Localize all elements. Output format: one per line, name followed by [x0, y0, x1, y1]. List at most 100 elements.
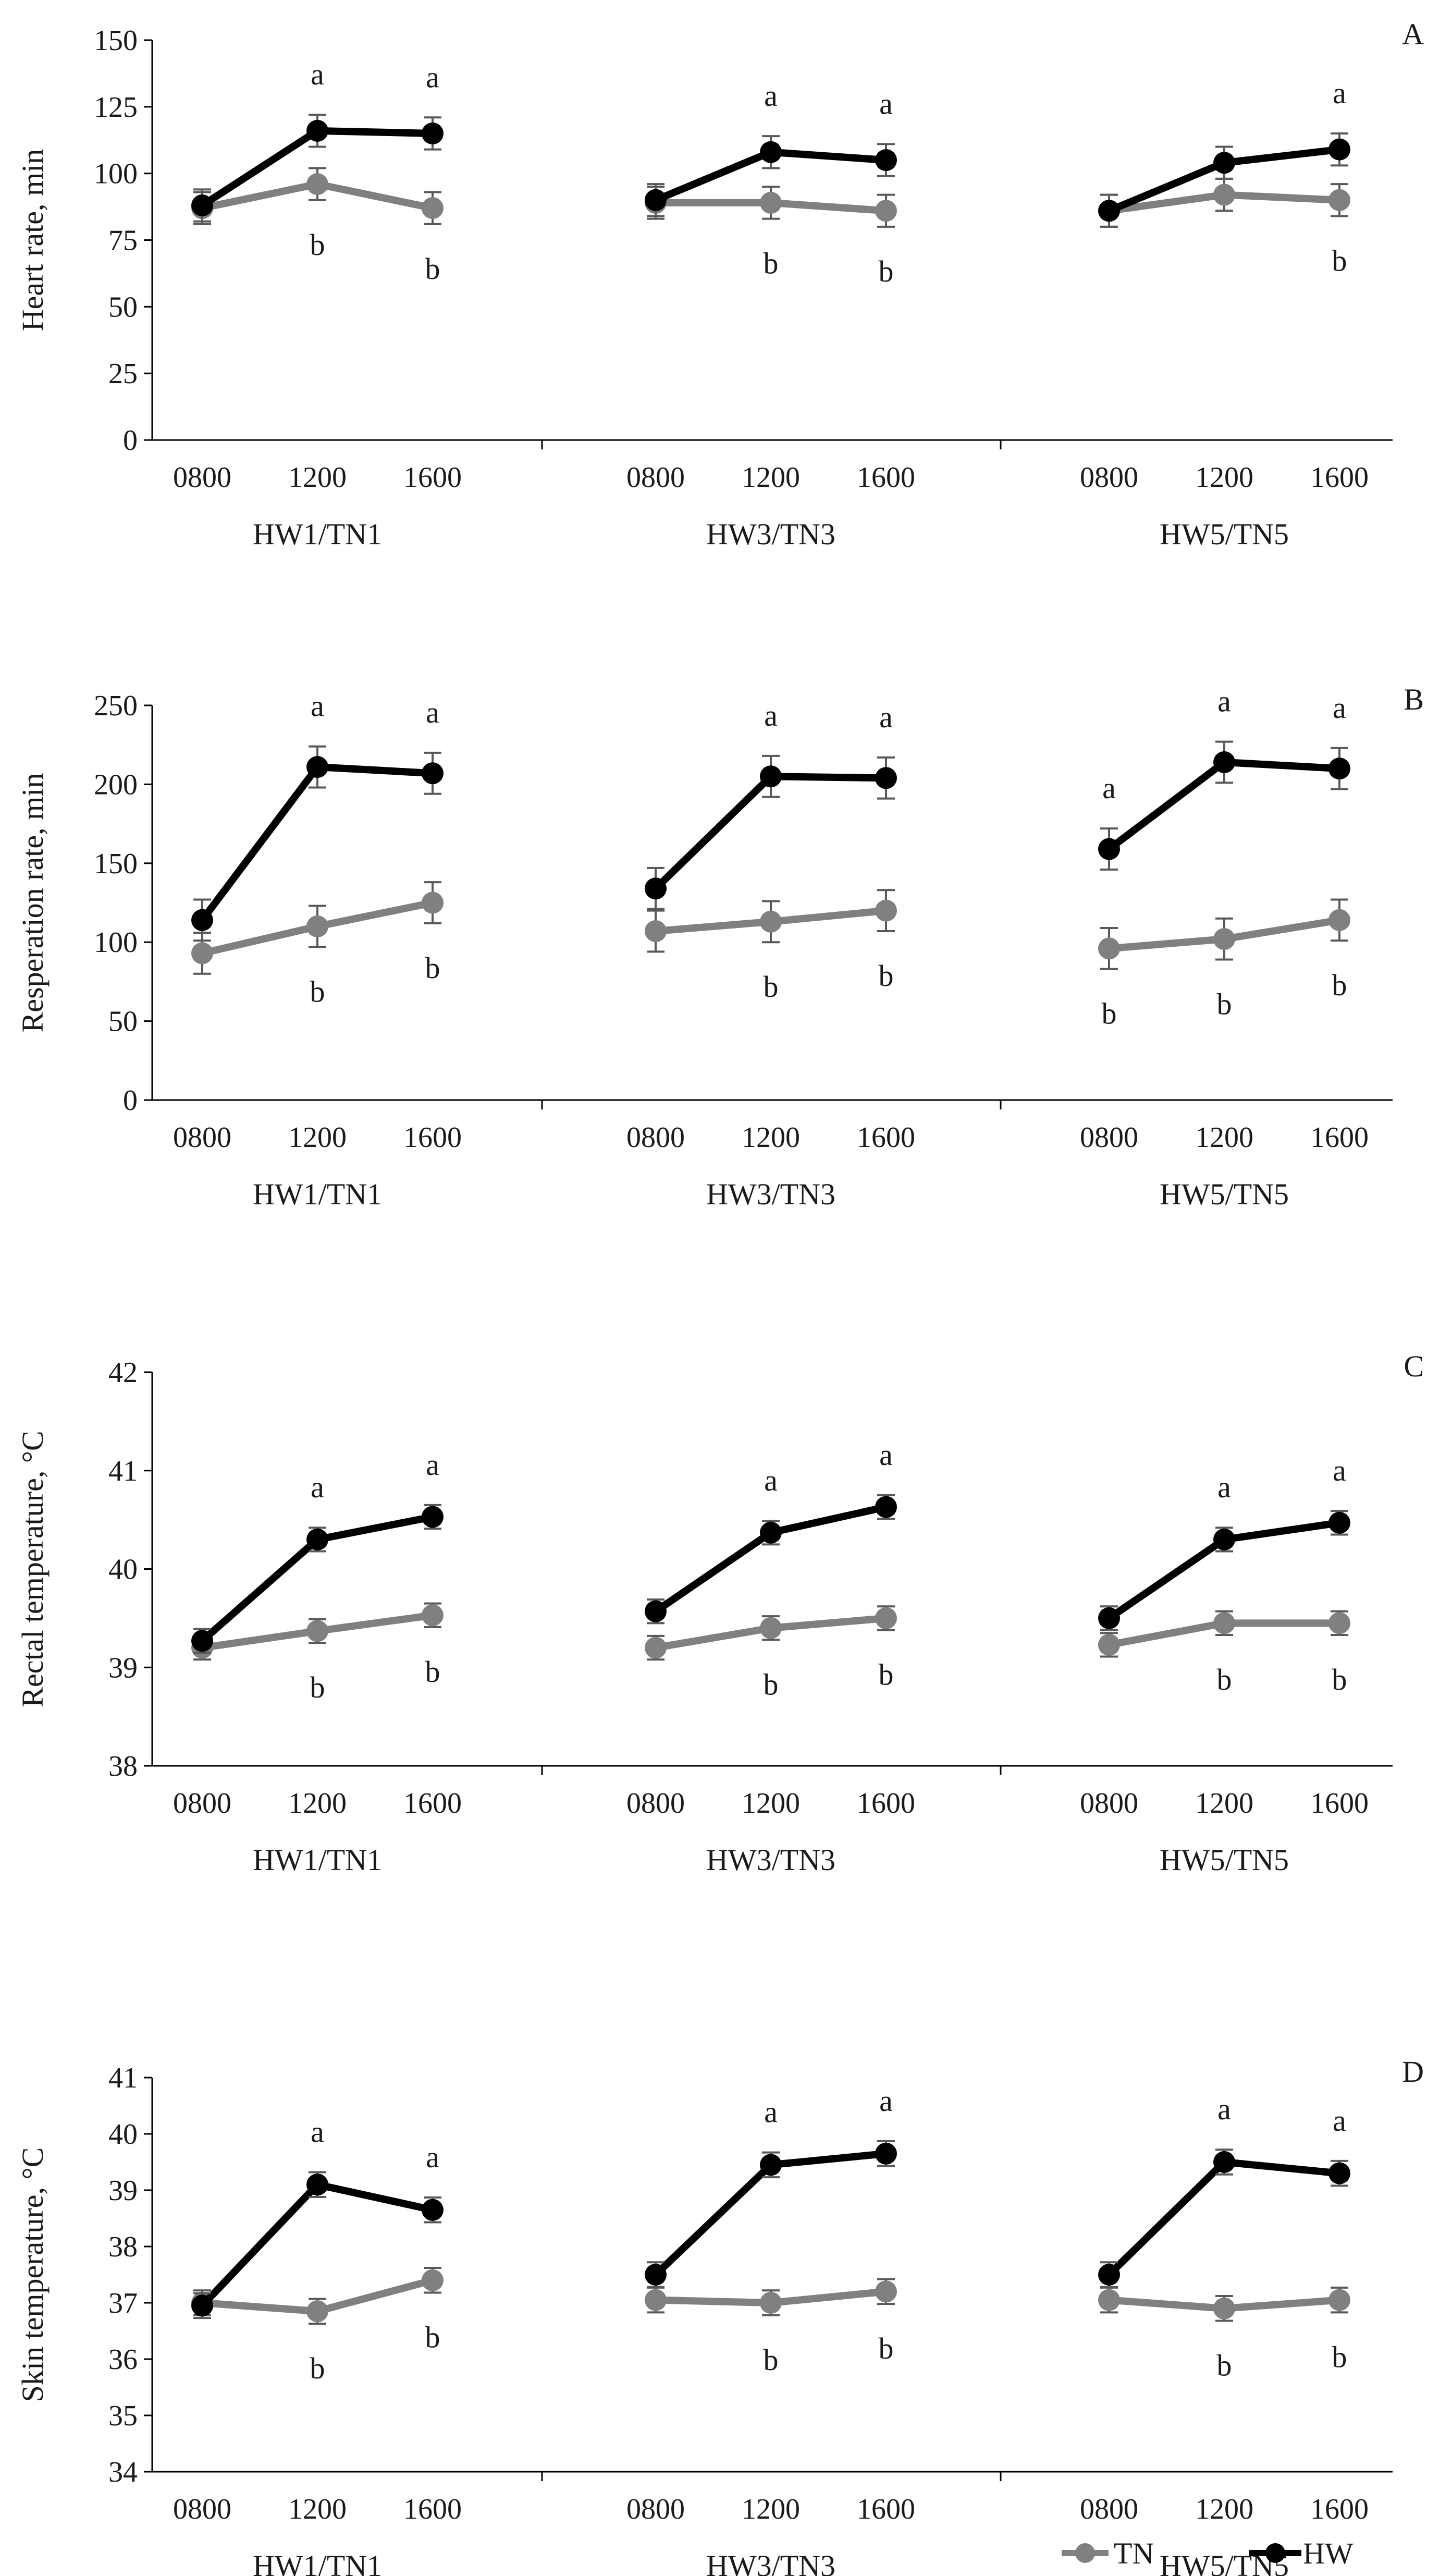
legend-tn-label: TN: [1114, 2536, 1154, 2570]
data-point-tn: [422, 892, 444, 914]
data-point-hw: [1328, 1511, 1350, 1534]
data-point-tn: [760, 191, 782, 214]
annotation-a: a: [879, 87, 893, 120]
data-point-tn: [422, 1604, 444, 1627]
data-point-hw: [1328, 758, 1350, 780]
y-axis-label: Heart rate, min: [16, 149, 50, 331]
data-point-tn: [875, 1607, 897, 1629]
panel-d: 34 35 36 37 38 39 40 41 Skin temperature, °C D 080…: [16, 2055, 1424, 2576]
data-point-hw: [760, 2154, 782, 2176]
x-tick-label: 1200: [742, 461, 800, 494]
data-point-hw: [1098, 838, 1120, 860]
annotation-a: a: [879, 1438, 893, 1472]
x-tick-label: 1600: [857, 1121, 915, 1154]
data-point-tn: [1213, 928, 1235, 950]
data-point-hw: [645, 2264, 667, 2286]
data-point-tn: [1328, 189, 1350, 211]
x-tick-label: 0800: [173, 2493, 231, 2525]
data-point-hw: [191, 909, 213, 931]
annotation-a: a: [426, 2140, 439, 2174]
panel-label: A: [1402, 17, 1424, 51]
x-tick-label: 1600: [857, 2493, 915, 2525]
data-point-hw: [191, 2294, 213, 2317]
data-point-hw: [875, 149, 897, 172]
annotation-a: a: [426, 695, 439, 729]
y-tick-label: 39: [108, 2175, 138, 2207]
annotation-a: a: [1102, 771, 1116, 805]
y-axis-label: Rectal temperature, °C: [16, 1431, 50, 1707]
legend-tn-marker: [1075, 2543, 1095, 2563]
y-tick-label: 36: [108, 2343, 138, 2376]
x-tick-label: 1200: [1195, 1121, 1253, 1154]
y-axis-label: Skin temperature, °C: [16, 2147, 50, 2402]
annotation-a: a: [1333, 1454, 1346, 1487]
y-tick-label: 39: [108, 1652, 138, 1684]
annotation-a: a: [879, 2084, 893, 2118]
x-tick-label: 1600: [1310, 1787, 1369, 1820]
data-point-tn: [645, 1637, 667, 1659]
annotation-b: b: [879, 254, 894, 288]
data-point-hw: [760, 765, 782, 788]
annotation-a: a: [1217, 2092, 1231, 2126]
y-tick-label: 25: [108, 358, 138, 390]
annotation-b: b: [425, 252, 440, 286]
annotation-b: b: [310, 228, 325, 262]
annotation-b: b: [310, 1670, 325, 1704]
data-point-hw: [645, 189, 667, 211]
annotation-a: a: [764, 1463, 778, 1497]
x-tick-label: 1600: [403, 1121, 462, 1154]
y-tick-label: 125: [94, 91, 138, 124]
data-point-hw: [1098, 1607, 1120, 1629]
x-tick-label: 0800: [1080, 1121, 1138, 1154]
annotation-a: a: [879, 700, 893, 734]
annotation-b: b: [425, 2321, 440, 2354]
x-tick-label: 1600: [1310, 461, 1369, 494]
x-tick-label: 0800: [173, 1787, 231, 1820]
legend-hw-marker: [1265, 2543, 1285, 2563]
data-point-tn: [875, 899, 897, 922]
panel-b: 0 50 100 150 200 250 Resperation rate, min B 080…: [16, 682, 1424, 1211]
data-point-tn: [875, 200, 897, 222]
annotation-a: a: [311, 2115, 324, 2148]
data-point-hw: [875, 1496, 897, 1518]
data-point-hw: [191, 1630, 213, 1652]
data-point-hw: [422, 762, 444, 785]
annotation-b: b: [1332, 2340, 1347, 2374]
annotation-b: b: [1217, 987, 1232, 1021]
data-point-hw: [1213, 1528, 1235, 1551]
annotation-a: a: [311, 689, 324, 723]
annotation-b: b: [425, 1655, 440, 1689]
data-point-tn: [1098, 1633, 1120, 1656]
annotation-b: b: [1217, 1663, 1232, 1696]
y-tick-label: 150: [94, 848, 138, 880]
annotation-b: b: [764, 1667, 779, 1701]
data-point-hw: [875, 767, 897, 789]
annotation-a: a: [1217, 1470, 1231, 1504]
legend: TN HW: [1062, 2536, 1353, 2570]
annotation-b: b: [310, 2351, 325, 2385]
x-tick-label: 1200: [288, 461, 347, 494]
y-tick-label: 250: [94, 690, 138, 722]
data-point-hw: [306, 1528, 328, 1551]
x-tick-label: 1200: [742, 2493, 800, 2525]
panel-label: D: [1402, 2055, 1424, 2089]
annotation-b: b: [764, 2343, 779, 2377]
data-point-tn: [306, 2300, 328, 2323]
x-tick-label: 0800: [1080, 461, 1138, 494]
data-point-hw: [1213, 2151, 1235, 2173]
x-group-label: HW1/TN1: [253, 517, 382, 551]
data-point-tn: [875, 2280, 897, 2303]
y-axis-label: Resperation rate, min: [16, 773, 50, 1033]
y-tick-label: 100: [94, 926, 138, 959]
x-tick-label: 0800: [626, 2493, 685, 2525]
x-tick-label: 1200: [1195, 1787, 1253, 1820]
x-tick-label: 1200: [288, 2493, 347, 2525]
data-point-hw: [1328, 138, 1350, 161]
data-point-tn: [645, 920, 667, 943]
annotation-a: a: [1333, 691, 1346, 725]
annotation-b: b: [879, 2331, 894, 2365]
x-tick-label: 1200: [1195, 2493, 1253, 2525]
x-group-label: HW5/TN5: [1160, 517, 1289, 551]
y-tick-label: 38: [108, 2231, 138, 2263]
